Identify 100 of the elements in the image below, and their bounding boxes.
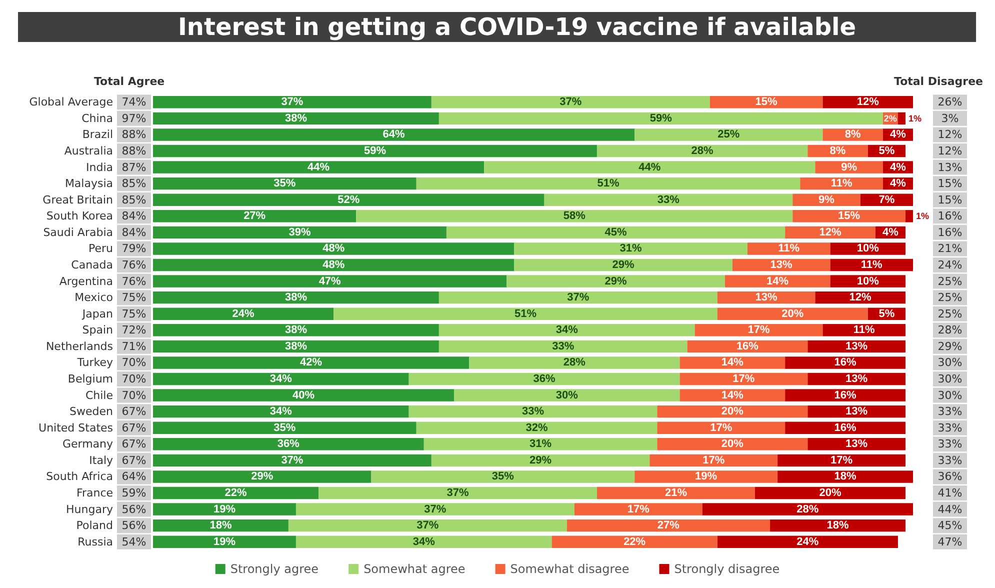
bar bbox=[371, 470, 635, 483]
data-label: 8% bbox=[844, 128, 861, 141]
y-tick-label: Australia bbox=[64, 144, 114, 158]
bar bbox=[438, 324, 695, 336]
text: 54% bbox=[122, 535, 146, 548]
text: 70% bbox=[122, 388, 146, 402]
text: 33% bbox=[938, 454, 962, 467]
bar bbox=[153, 226, 446, 239]
bar bbox=[808, 372, 906, 386]
data-label: 17% bbox=[710, 422, 732, 434]
text: 25% bbox=[938, 291, 962, 304]
text: 36% bbox=[938, 470, 962, 484]
bar bbox=[431, 454, 650, 467]
text: 45% bbox=[938, 519, 962, 532]
data-label: 39% bbox=[288, 226, 311, 238]
text: 25% bbox=[938, 274, 962, 288]
bar bbox=[770, 519, 906, 532]
text: 24% bbox=[938, 258, 962, 272]
data-label: 51% bbox=[514, 308, 537, 320]
legend-label: Strongly agree bbox=[230, 562, 319, 576]
bar bbox=[153, 422, 416, 434]
bar bbox=[153, 194, 544, 206]
bar bbox=[905, 210, 913, 222]
text: 67% bbox=[122, 454, 146, 467]
bar bbox=[650, 454, 778, 467]
data-label: 5% bbox=[878, 308, 895, 320]
bar bbox=[596, 144, 808, 158]
bar bbox=[416, 422, 658, 434]
bar bbox=[544, 194, 793, 206]
text: 15% bbox=[938, 193, 962, 206]
text: 44% bbox=[938, 502, 962, 516]
bar bbox=[431, 96, 710, 108]
text: Total Disagree bbox=[894, 75, 984, 88]
y-tick-label: Brazil bbox=[82, 128, 114, 142]
text: 97% bbox=[122, 112, 146, 125]
text: 75% bbox=[122, 307, 146, 320]
data-label: 20% bbox=[721, 406, 744, 418]
bar bbox=[566, 519, 770, 532]
data-label: 13% bbox=[846, 373, 868, 385]
data-label: 11% bbox=[860, 259, 883, 271]
bar bbox=[296, 536, 552, 548]
data-label: 33% bbox=[657, 194, 680, 206]
bar bbox=[438, 340, 688, 353]
data-label: 37% bbox=[281, 96, 304, 108]
data-label: 14% bbox=[766, 275, 789, 288]
data-label: 1% bbox=[916, 211, 930, 222]
bar bbox=[153, 112, 439, 125]
text: 79% bbox=[122, 242, 146, 256]
bar bbox=[724, 275, 830, 288]
bar bbox=[153, 324, 439, 336]
data-label: 24% bbox=[796, 536, 819, 548]
bar bbox=[356, 210, 793, 222]
text: 30% bbox=[938, 356, 962, 370]
data-label: 8% bbox=[830, 145, 846, 157]
data-label: 58% bbox=[563, 210, 586, 222]
text: 56% bbox=[122, 519, 146, 532]
data-label: 28% bbox=[563, 356, 586, 369]
data-label: 30% bbox=[556, 389, 578, 402]
text: 88% bbox=[122, 128, 146, 142]
data-label: 37% bbox=[416, 520, 439, 532]
text: 87% bbox=[122, 160, 146, 174]
text: 21% bbox=[938, 242, 962, 256]
text: 71% bbox=[122, 340, 146, 353]
bar bbox=[288, 519, 567, 532]
text: 67% bbox=[122, 438, 146, 451]
data-label: 59% bbox=[364, 145, 386, 157]
bar bbox=[634, 470, 778, 483]
data-label: 18% bbox=[834, 470, 856, 483]
data-label: 45% bbox=[604, 226, 627, 238]
y-tick-label: Canada bbox=[71, 258, 113, 272]
bar bbox=[454, 389, 680, 402]
data-label: 13% bbox=[770, 259, 793, 271]
data-label: 34% bbox=[270, 406, 292, 418]
y-tick-label: Spain bbox=[82, 324, 114, 337]
data-label: 19% bbox=[213, 503, 236, 516]
data-label: 20% bbox=[782, 308, 804, 320]
bar bbox=[898, 112, 906, 125]
data-label: 51% bbox=[597, 178, 620, 190]
data-label: 17% bbox=[830, 454, 853, 466]
data-label: 32% bbox=[526, 422, 548, 434]
text: 30% bbox=[938, 388, 962, 402]
text: 75% bbox=[122, 291, 146, 304]
data-label: 44% bbox=[638, 161, 661, 174]
text: 67% bbox=[122, 421, 146, 434]
data-label: 33% bbox=[522, 406, 544, 418]
bar bbox=[153, 128, 635, 141]
bar bbox=[416, 177, 800, 190]
data-label: 36% bbox=[533, 373, 556, 385]
data-label: 33% bbox=[552, 340, 574, 352]
data-label: 18% bbox=[826, 520, 849, 532]
data-label: 22% bbox=[624, 536, 646, 548]
data-label: 28% bbox=[796, 503, 819, 516]
data-label: 12% bbox=[849, 292, 872, 304]
y-tick-label: Saudi Arabia bbox=[43, 226, 114, 239]
text: 70% bbox=[122, 372, 146, 386]
bar bbox=[153, 161, 484, 174]
data-label: 13% bbox=[846, 406, 868, 418]
bar bbox=[694, 324, 823, 336]
data-label: 38% bbox=[284, 324, 308, 336]
data-label: 40% bbox=[292, 389, 315, 402]
